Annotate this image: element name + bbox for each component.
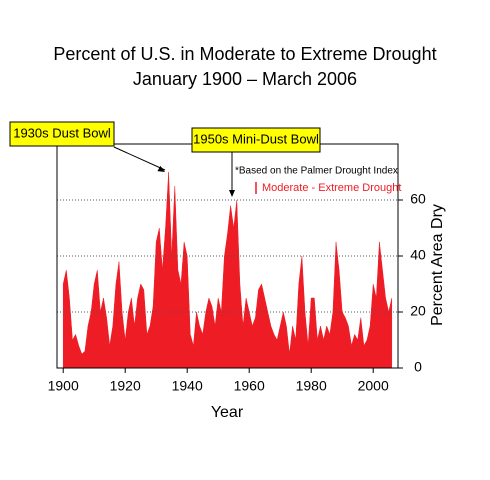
arrow-head xyxy=(157,165,165,172)
y-axis-label: Percent Area Dry xyxy=(429,204,446,326)
x-tick-label: 1920 xyxy=(110,378,141,394)
chart-subtitle: January 1900 – March 2006 xyxy=(133,69,357,89)
annotation-box xyxy=(9,121,115,147)
x-axis-label: Year xyxy=(211,404,244,421)
y-tick-label: 60 xyxy=(410,191,426,207)
note: *Based on the Palmer Drought Index xyxy=(235,166,398,177)
x-tick-label: 1900 xyxy=(48,378,79,394)
annotation-arrow xyxy=(113,146,166,171)
annotation-text: 1950s Mini-Dust Bowl xyxy=(193,131,319,146)
annotation-box xyxy=(191,127,321,153)
chart-title: Percent of U.S. in Moderate to Extreme D… xyxy=(53,44,436,64)
arrow-head xyxy=(229,190,235,197)
x-tick-label: 2000 xyxy=(358,378,389,394)
y-tick-label: 20 xyxy=(410,303,426,319)
x-tick-label: 1980 xyxy=(296,378,327,394)
area xyxy=(62,171,393,369)
annotation-text: 1930s Dust Bowl xyxy=(13,125,111,140)
legend-label: Moderate - Extreme Drought xyxy=(262,182,401,194)
y-tick-label: 0 xyxy=(414,359,422,375)
x-tick-label: 1960 xyxy=(234,378,265,394)
x-tick-label: 1940 xyxy=(172,378,203,394)
y-tick-label: 40 xyxy=(410,247,426,263)
